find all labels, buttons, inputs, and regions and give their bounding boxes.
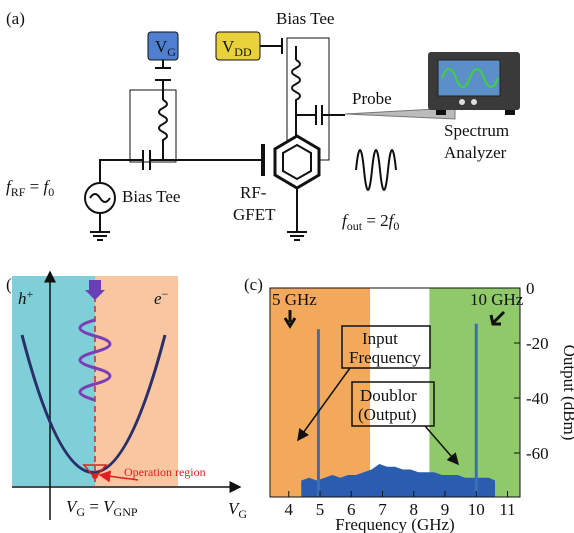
- wire: [260, 38, 296, 60]
- device-label: RF-: [240, 183, 267, 202]
- analyzer-label: Analyzer: [444, 143, 507, 162]
- x-axis-label: Frequency (GHz): [335, 515, 454, 533]
- y-tick-label: -20: [526, 334, 549, 353]
- annotation: Doublor: [360, 386, 417, 405]
- ground: [287, 188, 307, 240]
- x-tick-label: 5: [316, 500, 325, 519]
- annotation: (Output): [358, 405, 417, 424]
- gfet: [275, 136, 319, 188]
- x-tick-label: 10: [468, 500, 485, 519]
- panel-b: (b) h+ e− Operation region VG = VGNP VG: [6, 272, 247, 521]
- panel-label: (c): [244, 275, 263, 294]
- analyzer-label: Spectrum: [444, 121, 509, 140]
- rf-line: [100, 150, 262, 182]
- annotation: Input: [362, 329, 398, 348]
- f-out: fout = 2f0: [342, 211, 399, 233]
- x-tick-label: 11: [499, 500, 515, 519]
- panel-a: (a) VG Bias Tee fRF = f0 RF- GFET VDD Bi…: [6, 9, 520, 240]
- inductor: [159, 100, 167, 160]
- y-tick-label: 0: [526, 279, 535, 298]
- axis-label: VG: [228, 499, 247, 521]
- annotation: Frequency: [349, 348, 421, 367]
- bias-tee-label: Bias Tee: [276, 9, 334, 28]
- x-tick-label: 4: [285, 500, 294, 519]
- electron-region: [95, 276, 178, 486]
- vg-gnp: VG = VGNP: [66, 497, 138, 519]
- probe-label: Probe: [352, 89, 392, 108]
- bias-tee-label: Bias Tee: [122, 187, 180, 206]
- y-tick-label: -60: [526, 444, 549, 463]
- figure: (a) VG Bias Tee fRF = f0 RF- GFET VDD Bi…: [0, 0, 574, 533]
- f-rf: fRF = f0: [6, 177, 54, 199]
- device-label: GFET: [233, 205, 276, 224]
- y-tick-label: -40: [526, 389, 549, 408]
- shaded-region: [429, 288, 520, 497]
- wave: [356, 150, 396, 190]
- peak-label: 5 GHz: [272, 290, 317, 309]
- inductor: [292, 60, 345, 136]
- peak-label: 10 GHz: [470, 290, 524, 309]
- panel-label: (a): [6, 9, 25, 28]
- y-axis-label: Output (dBm): [560, 345, 574, 441]
- operation-label: Operation region: [124, 465, 206, 479]
- bias-tee-box: [130, 90, 176, 162]
